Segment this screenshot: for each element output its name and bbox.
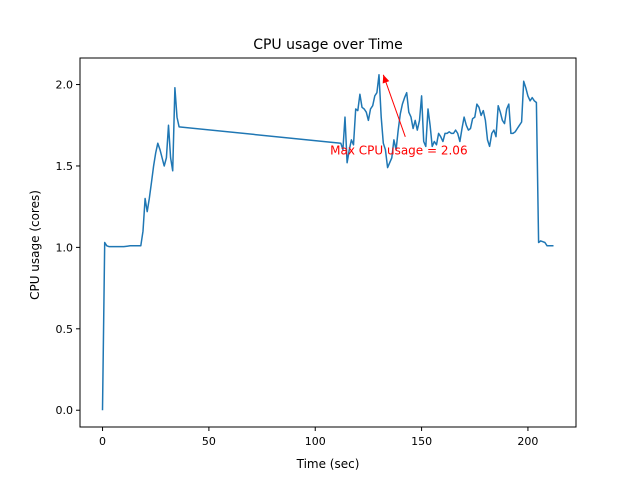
x-tick-label: 100 [305,435,326,448]
x-tick-label: 50 [202,435,216,448]
y-tick-label: 1.5 [56,160,74,173]
x-axis-ticks: 0 50 100 150 200 [99,427,538,448]
x-tick-label: 0 [99,435,106,448]
chart-title: CPU usage over Time [253,37,403,53]
annotation-arrow [382,74,406,137]
annotation-label: Max CPU usage = 2.06 [330,144,467,158]
y-axis-label: CPU usage (cores) [28,190,42,300]
axes-frame [79,57,577,428]
x-axis-label: Time (sec) [296,457,360,471]
annotation: Max CPU usage = 2.06 [330,74,468,158]
y-tick-label: 2.0 [56,79,74,92]
y-axis-ticks: 0.0 0.5 1.0 1.5 2.0 [56,79,80,417]
y-tick-label: 0.0 [56,404,74,417]
plot-area [101,74,554,411]
annotation-arrowhead [382,74,390,84]
y-tick-label: 0.5 [56,323,74,336]
series-line [101,74,554,411]
y-tick-label: 1.0 [56,241,74,254]
x-tick-label: 200 [517,435,538,448]
x-tick-label: 150 [411,435,432,448]
